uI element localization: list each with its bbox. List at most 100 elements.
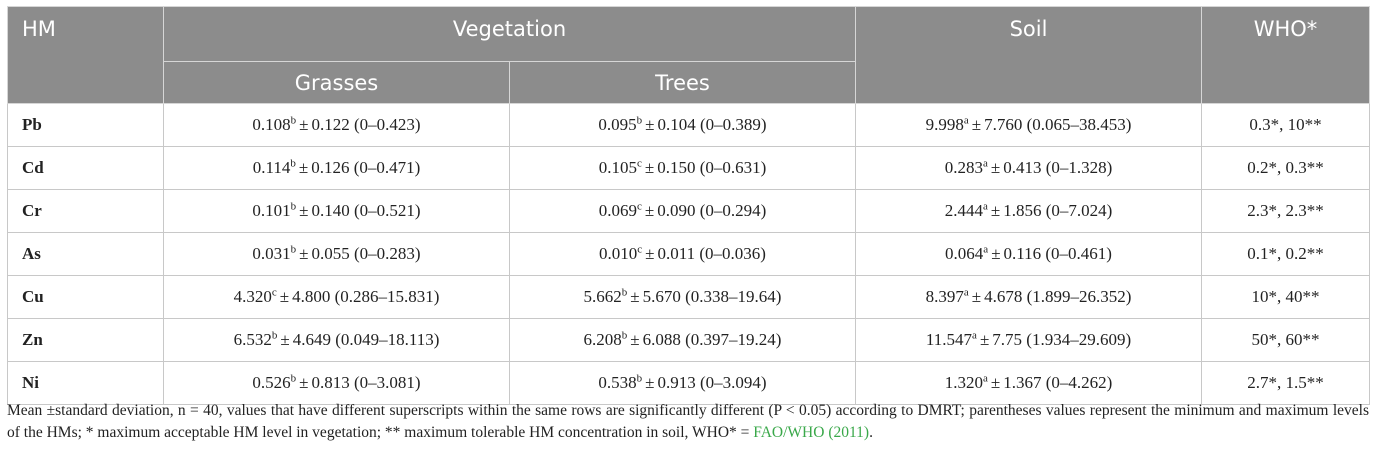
plus-minus-symbol: ± xyxy=(645,244,655,263)
who-cell: 10*, 40** xyxy=(1201,275,1371,319)
soil-superscript: a xyxy=(963,286,969,299)
soil-cell: 2.444a ±1.856 (0–7.024) xyxy=(855,189,1203,233)
soil-mean: 0.064 xyxy=(945,244,984,263)
table-row: Zn 6.532b ±4.649 (0.049–18.113) 6.208b ±6.08… xyxy=(7,318,1371,362)
grasses-sd-range: 0.813 (0–3.081) xyxy=(311,373,421,392)
table-row: Ni 0.526b ±0.813 (0–3.081) 0.538b ±0.913 (0–… xyxy=(7,361,1371,405)
trees-cell: 5.662b ±5.670 (0.338–19.64) xyxy=(508,275,857,319)
grasses-mean: 0.114 xyxy=(252,158,291,177)
trees-mean: 0.010 xyxy=(599,244,638,263)
soil-superscript: a xyxy=(983,243,989,256)
plus-minus-symbol: ± xyxy=(990,373,1001,392)
heavy-metal-table: HM Vegetation Soil WHO* Grasses Trees Pb… xyxy=(7,6,1371,405)
grasses-mean: 0.108 xyxy=(252,115,291,134)
soil-sd-range: 7.75 (1.934–29.609) xyxy=(992,330,1132,349)
footnote-text: Mean ±standard deviation, n = 40, values… xyxy=(7,402,1369,441)
plus-minus-symbol: ± xyxy=(644,201,655,220)
trees-mean: 0.069 xyxy=(598,201,637,220)
soil-cell: 1.320a ±1.367 (0–4.262) xyxy=(855,361,1203,405)
trees-mean: 0.095 xyxy=(598,115,637,134)
metal-cell: Zn xyxy=(7,318,164,362)
soil-mean: 1.320 xyxy=(944,373,983,392)
who-cell: 50*, 60** xyxy=(1201,318,1371,362)
plus-minus-symbol: ± xyxy=(991,244,1001,263)
trees-sd-range: 0.090 (0–0.294) xyxy=(657,201,767,220)
table-container: HM Vegetation Soil WHO* Grasses Trees Pb… xyxy=(7,6,1371,405)
plus-minus-symbol: ± xyxy=(299,115,309,134)
table-row: Cd 0.114b ±0.126 (0–0.471) 0.105c ±0.150 (0–… xyxy=(7,146,1371,190)
soil-superscript: a xyxy=(982,200,988,213)
soil-superscript: a xyxy=(963,114,969,127)
plus-minus-symbol: ± xyxy=(990,158,1001,177)
grasses-superscript: b xyxy=(290,372,297,385)
plus-minus-symbol: ± xyxy=(645,115,655,134)
soil-mean: 0.283 xyxy=(944,158,983,177)
plus-minus-symbol: ± xyxy=(630,287,640,306)
plus-minus-symbol: ± xyxy=(971,115,982,134)
soil-cell: 8.397a ±4.678 (1.899–26.352) xyxy=(855,275,1203,319)
trees-sd-range: 6.088 (0.397–19.24) xyxy=(642,330,782,349)
who-cell: 0.2*, 0.3** xyxy=(1201,146,1371,190)
soil-cell: 11.547a ±7.75 (1.934–29.609) xyxy=(855,318,1203,362)
metal-cell: Cd xyxy=(7,146,164,190)
plus-minus-symbol: ± xyxy=(990,201,1001,220)
grasses-sd-range: 0.055 (0–0.283) xyxy=(311,244,421,263)
grasses-mean: 0.031 xyxy=(252,244,291,263)
trees-mean: 5.662 xyxy=(583,287,622,306)
metal-cell: Pb xyxy=(7,103,164,147)
grasses-mean: 0.526 xyxy=(252,373,291,392)
header-vegetation: Vegetation xyxy=(162,6,857,62)
plus-minus-symbol: ± xyxy=(299,373,309,392)
trees-superscript: b xyxy=(636,372,643,385)
grasses-superscript: b xyxy=(290,114,297,127)
header-hm: HM xyxy=(7,6,164,104)
table-row: Cu 4.320c ±4.800 (0.286–15.831) 5.662b ±5.67… xyxy=(7,275,1371,319)
footnote-reference-link[interactable]: FAO/WHO (2011) xyxy=(753,424,870,441)
soil-superscript: a xyxy=(982,157,988,170)
grasses-cell: 0.101b ±0.140 (0–0.521) xyxy=(163,189,510,233)
trees-superscript: b xyxy=(636,114,643,127)
trees-cell: 0.069c ±0.090 (0–0.294) xyxy=(508,189,857,233)
grasses-cell: 6.532b ±4.649 (0.049–18.113) xyxy=(163,318,510,362)
header-who: WHO* xyxy=(1201,6,1371,104)
metal-cell: Ni xyxy=(7,361,164,405)
plus-minus-symbol: ± xyxy=(979,330,990,349)
soil-mean: 11.547 xyxy=(925,330,973,349)
grasses-superscript: b xyxy=(290,243,297,256)
trees-cell: 0.010c ±0.011 (0–0.036) xyxy=(508,232,857,276)
grasses-superscript: b xyxy=(290,157,296,170)
plus-minus-symbol: ± xyxy=(299,244,309,263)
plus-minus-symbol: ± xyxy=(630,330,640,349)
grasses-cell: 4.320c ±4.800 (0.286–15.831) xyxy=(163,275,510,319)
plus-minus-symbol: ± xyxy=(298,158,309,177)
grasses-sd-range: 0.126 (0–0.471) xyxy=(311,158,421,177)
metal-cell: Cr xyxy=(7,189,164,233)
header-trees: Trees xyxy=(508,61,857,104)
plus-minus-symbol: ± xyxy=(279,287,290,306)
trees-superscript: c xyxy=(636,157,642,170)
trees-sd-range: 0.011 (0–0.036) xyxy=(657,244,766,263)
trees-sd-range: 0.150 (0–0.631) xyxy=(657,158,767,177)
who-cell: 2.3*, 2.3** xyxy=(1201,189,1371,233)
metal-cell: Cu xyxy=(7,275,164,319)
trees-cell: 0.538b ±0.913 (0–3.094) xyxy=(508,361,857,405)
trees-cell: 0.105c ±0.150 (0–0.631) xyxy=(508,146,857,190)
grasses-mean: 4.320 xyxy=(233,287,272,306)
plus-minus-symbol: ± xyxy=(644,158,655,177)
trees-mean: 6.208 xyxy=(583,330,622,349)
trees-cell: 0.095b ±0.104 (0–0.389) xyxy=(508,103,857,147)
trees-superscript: c xyxy=(637,243,643,256)
soil-cell: 0.283a ±0.413 (0–1.328) xyxy=(855,146,1203,190)
grasses-sd-range: 4.649 (0.049–18.113) xyxy=(292,330,440,349)
trees-mean: 0.538 xyxy=(598,373,637,392)
plus-minus-symbol: ± xyxy=(299,201,309,220)
grasses-mean: 0.101 xyxy=(252,201,291,220)
table-body: Pb 0.108b ±0.122 (0–0.423) 0.095b ±0.104 (0–… xyxy=(7,103,1371,405)
grasses-superscript: b xyxy=(290,200,297,213)
soil-mean: 2.444 xyxy=(944,201,983,220)
grasses-mean: 6.532 xyxy=(233,330,272,349)
soil-mean: 9.998 xyxy=(925,115,964,134)
trees-superscript: b xyxy=(621,329,628,342)
soil-cell: 9.998a ±7.760 (0.065–38.453) xyxy=(855,103,1203,147)
grasses-superscript: b xyxy=(271,329,278,342)
